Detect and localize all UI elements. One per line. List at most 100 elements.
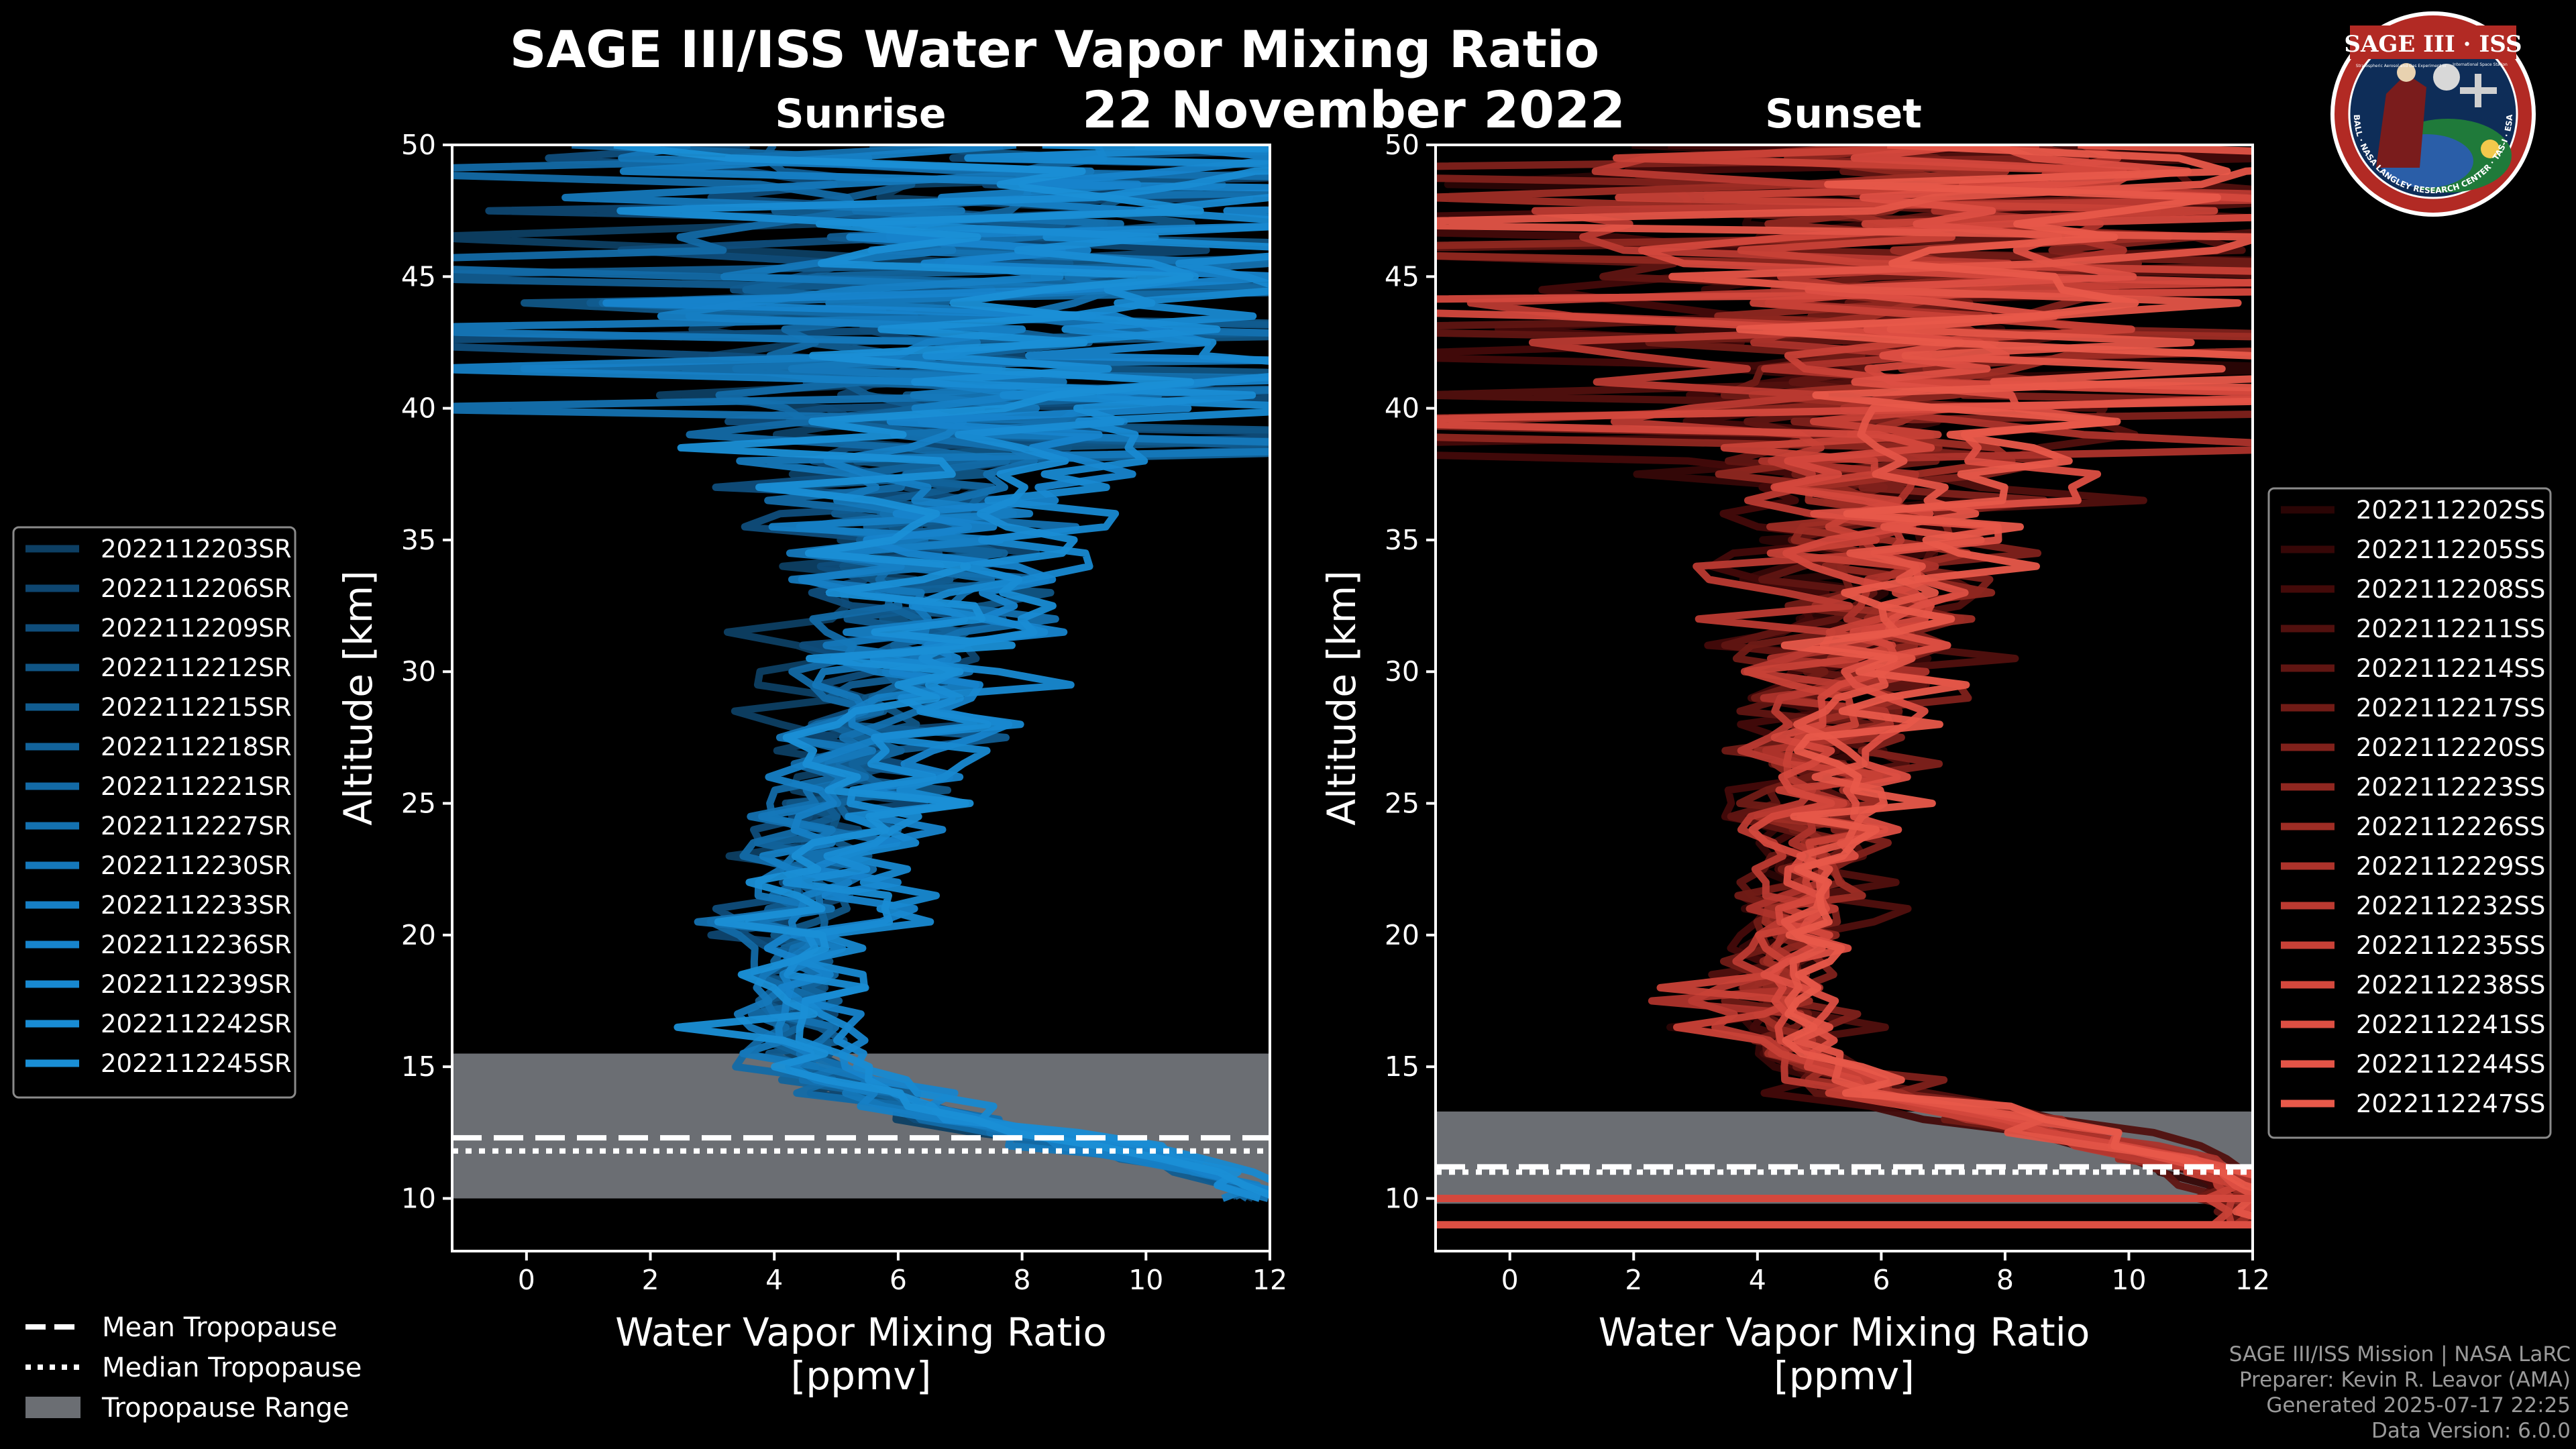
- y-tick-label: 20: [1385, 919, 1419, 951]
- legend-entry-2022112238SS: 2022112238SS: [2356, 971, 2545, 1000]
- x-tick-label: 10: [2111, 1264, 2146, 1296]
- profile-line-2022112245SR: [613, 145, 1270, 1199]
- legend-entry-2022112241SS: 2022112241SS: [2356, 1010, 2545, 1039]
- legend-entry-2022112227SR: 2022112227SR: [101, 812, 292, 841]
- y-tick-label: 25: [401, 788, 436, 820]
- y-tick-label: 45: [1385, 260, 1419, 292]
- legend-tropopause-range-swatch: [25, 1397, 80, 1418]
- credit-data-version: Data Version: 6.0.0: [2371, 1419, 2571, 1443]
- legend-entry-2022112221SR: 2022112221SR: [101, 772, 292, 801]
- sunset-panel: 0 2 4 6 8 10 12 10 15 20 25 30 35 40 45 50 Altitude [km…: [1319, 129, 2270, 1399]
- legend-label-mean-tropopause: Mean Tropopause: [102, 1312, 337, 1343]
- profile-line-2022112239SR: [795, 145, 1270, 1184]
- x-tick-label: 0: [1501, 1264, 1519, 1296]
- y-tick-label: 15: [1385, 1051, 1419, 1083]
- legend-box: [12, 526, 297, 1099]
- figure-date: 22 November 2022: [1082, 80, 1625, 140]
- y-tick-label: 35: [401, 524, 436, 556]
- legend-entry-2022112232SS: 2022112232SS: [2356, 892, 2545, 920]
- legend-entry-2022112206SR: 2022112206SR: [101, 574, 292, 603]
- sunset-ticks: 0 2 4 6 8 10 12 10 15 20 25 30 35 40 45 50: [1385, 129, 2270, 1296]
- sunset-y-axis-label: Altitude [km]: [1319, 570, 1364, 825]
- panel-title-sunset: Sunset: [1765, 91, 1922, 138]
- panel-title-sunrise: Sunrise: [775, 91, 946, 138]
- x-tick-label: 4: [1749, 1264, 1766, 1296]
- legend-entry-2022112208SS: 2022112208SS: [2356, 575, 2545, 604]
- legend-entry-2022112212SR: 2022112212SR: [101, 653, 292, 682]
- tropopause-lines: [1436, 1164, 2253, 1175]
- legend-entry-2022112233SR: 2022112233SR: [101, 891, 292, 920]
- legend-entry-2022112235SS: 2022112235SS: [2356, 931, 2545, 960]
- legend-entry-2022112217SS: 2022112217SS: [2356, 694, 2545, 722]
- x-tick-label: 0: [518, 1264, 535, 1296]
- legend-entry-2022112247SS: 2022112247SS: [2356, 1089, 2545, 1118]
- x-tick-label: 6: [890, 1264, 907, 1296]
- y-tick-label: 50: [401, 129, 436, 161]
- sunset-axes-frame: [1434, 144, 2254, 1252]
- figure-credits: SAGE III/ISS Mission | NASA LaRC Prepare…: [2229, 1342, 2571, 1444]
- legend-entry-2022112211SS: 2022112211SS: [2356, 614, 2545, 643]
- x-tick-label: 2: [1625, 1264, 1642, 1296]
- legend-entry-2022112205SS: 2022112205SS: [2356, 535, 2545, 564]
- profile-line-2022112235SS: [1612, 145, 2253, 1228]
- logo-subtitle-right: International Space Station: [2453, 62, 2508, 67]
- sunset-x-axis-label: Water Vapor Mixing Ratio: [1599, 1309, 2090, 1355]
- y-tick-label: 30: [401, 655, 436, 688]
- y-tick-label: 25: [1385, 788, 1419, 820]
- legend-entry-2022112239SR: 2022112239SR: [101, 970, 292, 999]
- legend-entry-2022112209SR: 2022112209SR: [101, 614, 292, 643]
- legend-entry-2022112242SR: 2022112242SR: [101, 1010, 292, 1038]
- sunrise-ticks: 0 2 4 6 8 10 12 10 15 20 25 30 35 40 45 50: [401, 129, 1287, 1296]
- legend-entry-2022112202SS: 2022112202SS: [2356, 496, 2545, 525]
- legend-entry-2022112229SS: 2022112229SS: [2356, 852, 2545, 881]
- figure-title: SAGE III/ISS Water Vapor Mixing Ratio: [510, 19, 1600, 79]
- y-tick-label: 10: [401, 1182, 436, 1214]
- x-tick-label: 6: [1872, 1264, 1890, 1296]
- x-tick-label: 10: [1128, 1264, 1163, 1296]
- logo-title-text: SAGE III · ISS: [2344, 31, 2522, 58]
- profile-line-2022112233SR: [452, 145, 1261, 1202]
- tropopause-legend: Mean Tropopause Median Tropopause Tropopau…: [25, 1312, 362, 1424]
- logo-subtitle-left: Stratospheric Aerosol and Gas Experiment…: [2356, 64, 2447, 68]
- credit-mission: SAGE III/ISS Mission | NASA LaRC: [2229, 1342, 2571, 1366]
- sunrise-y-axis-label: Altitude [km]: [335, 570, 381, 825]
- tropopause-lines: [452, 1135, 1270, 1154]
- profile-line-2022112244SS: [1436, 145, 2253, 1220]
- sage-iii-iss-mission-logo: SAGE III · ISS Stratospheric Aerosol and…: [2330, 11, 2536, 217]
- profile-line-2022112247SS: [1735, 145, 2253, 1192]
- legend-entry-2022112215SR: 2022112215SR: [101, 693, 292, 722]
- x-tick-label: 4: [765, 1264, 783, 1296]
- legend-entry-2022112226SS: 2022112226SS: [2356, 812, 2545, 841]
- legend-label-median-tropopause: Median Tropopause: [102, 1352, 362, 1383]
- y-tick-label: 50: [1385, 129, 1419, 161]
- y-tick-label: 40: [401, 392, 436, 425]
- legend-entry-2022112244SS: 2022112244SS: [2356, 1050, 2545, 1079]
- sunrise-profiles: [452, 145, 1270, 1202]
- sunrise-x-axis-label: Water Vapor Mixing Ratio: [615, 1309, 1107, 1355]
- sunrise-panel: 0 2 4 6 8 10 12 10 15 20 25 30 35 40 45 50 Altitude [km…: [335, 129, 1287, 1399]
- legend-entry-2022112245SR: 2022112245SR: [101, 1049, 292, 1078]
- sunset-profiles: [1436, 145, 2253, 1229]
- legend-label-range-tropopause: Tropopause Range: [101, 1393, 350, 1424]
- y-tick-label: 45: [401, 260, 436, 292]
- y-tick-label: 40: [1385, 392, 1419, 425]
- x-tick-label: 8: [1996, 1264, 2014, 1296]
- legend-box: [2267, 487, 2552, 1139]
- legend-entry-2022112214SS: 2022112214SS: [2356, 654, 2545, 683]
- sunset-x-axis-unit: [ppmv]: [1774, 1353, 1915, 1399]
- sunrise-x-axis-unit: [ppmv]: [791, 1353, 932, 1399]
- sunrise-axes-frame: [451, 144, 1271, 1252]
- credit-preparer: Preparer: Kevin R. Leavor (AMA): [2239, 1368, 2571, 1392]
- x-tick-label: 12: [1252, 1264, 1287, 1296]
- legend-entry-2022112203SR: 2022112203SR: [101, 535, 292, 564]
- y-tick-label: 15: [401, 1051, 436, 1083]
- y-tick-label: 35: [1385, 524, 1419, 556]
- credit-generated: Generated 2025-07-17 22:25: [2266, 1393, 2571, 1417]
- sunrise-legend: 2022112203SR 2022112206SR 2022112209SR 2022…: [12, 526, 297, 1099]
- legend-entry-2022112236SR: 2022112236SR: [101, 930, 292, 959]
- legend-entry-2022112220SS: 2022112220SS: [2356, 733, 2545, 762]
- x-tick-label: 8: [1014, 1264, 1031, 1296]
- y-tick-label: 30: [1385, 655, 1419, 688]
- sunset-legend: 2022112202SS 2022112205SS 2022112208SS 2022…: [2267, 487, 2552, 1139]
- y-tick-label: 20: [401, 919, 436, 951]
